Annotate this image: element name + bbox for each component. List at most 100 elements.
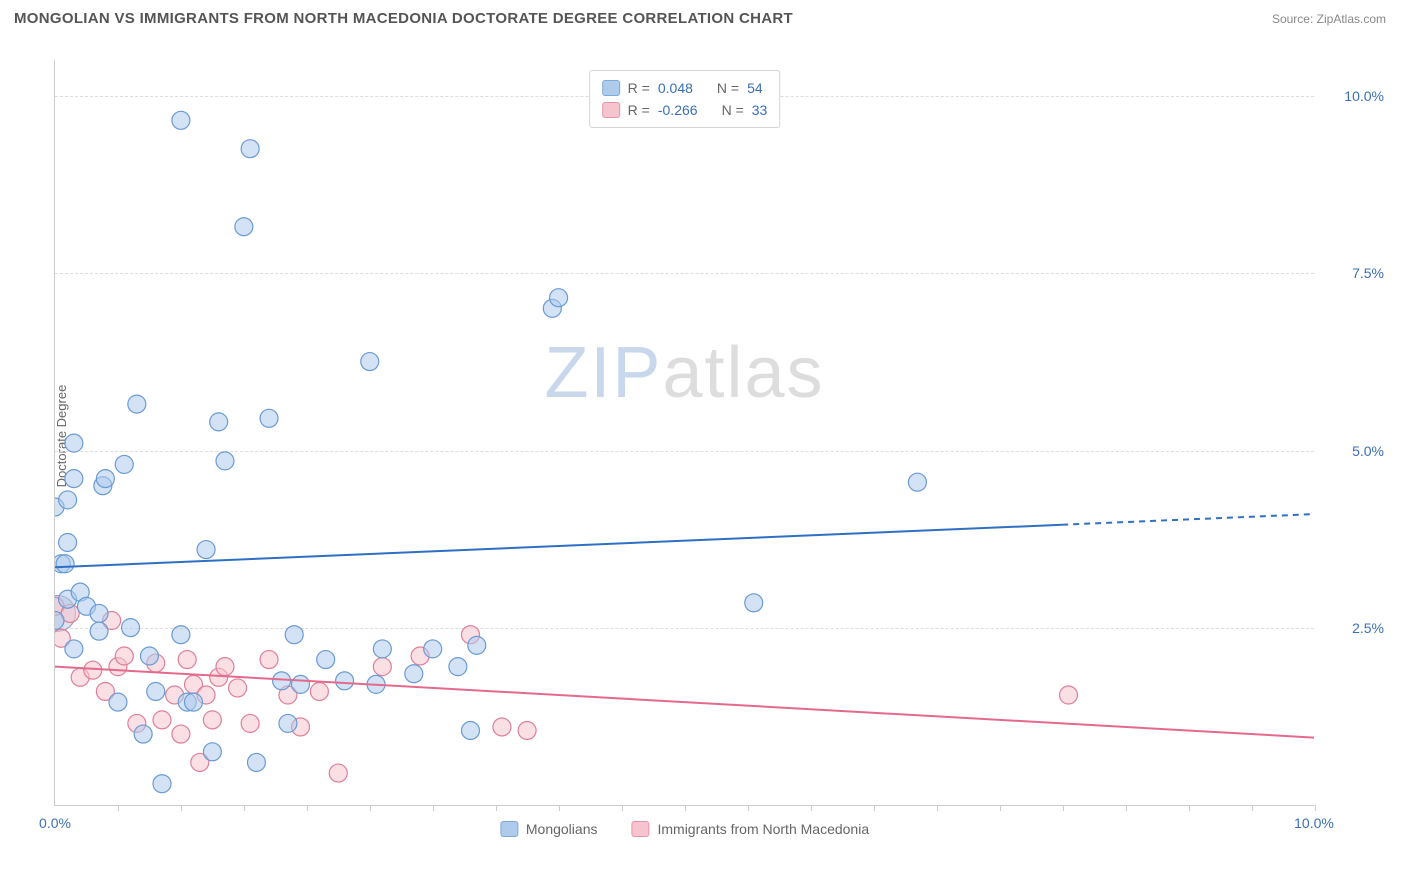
y-tick-label: 5.0% [1324,443,1384,459]
x-tick-mark [622,805,623,811]
chart-area: Doctorate Degree ZIPatlas R = 0.048 N = … [14,46,1392,826]
n-label: N = [722,99,744,121]
scatter-point [468,636,486,654]
scatter-point [241,714,259,732]
scatter-point [329,764,347,782]
scatter-point [216,452,234,470]
x-tick-mark [685,805,686,811]
scatter-point [128,395,146,413]
scatter-point [90,622,108,640]
chart-header: MONGOLIAN VS IMMIGRANTS FROM NORTH MACED… [0,0,1406,37]
scatter-point [56,555,74,573]
scatter-point [317,651,335,669]
chart-source: Source: ZipAtlas.com [1272,12,1386,26]
x-tick-mark [1063,805,1064,811]
scatter-point [153,711,171,729]
plot-region: ZIPatlas R = 0.048 N = 54 R = -0.266 N =… [54,60,1314,806]
r-value: -0.266 [658,99,698,121]
x-tick-mark [433,805,434,811]
x-tick-mark [118,805,119,811]
scatter-point [273,672,291,690]
scatter-point [449,658,467,676]
n-label: N = [717,77,739,99]
scatter-point [745,594,763,612]
scatter-point [172,111,190,129]
x-tick-mark [1189,805,1190,811]
x-tick-mark [874,805,875,811]
scatter-point [134,725,152,743]
scatter-point [518,722,536,740]
scatter-point [84,661,102,679]
y-tick-label: 2.5% [1324,620,1384,636]
scatter-point [96,470,114,488]
x-axis-min-label: 0.0% [39,815,71,831]
scatter-point [184,693,202,711]
r-value: 0.048 [658,77,693,99]
scatter-point [109,693,127,711]
scatter-point [361,353,379,371]
scatter-point [65,640,83,658]
scatter-point [461,722,479,740]
scatter-point [260,651,278,669]
series-label: Mongolians [526,821,598,837]
scatter-point [373,640,391,658]
correlation-legend: R = 0.048 N = 54 R = -0.266 N = 33 [589,70,781,128]
x-tick-mark [937,805,938,811]
scatter-point [172,725,190,743]
y-tick-label: 7.5% [1324,265,1384,281]
correlation-legend-row: R = -0.266 N = 33 [602,99,768,121]
correlation-legend-row: R = 0.048 N = 54 [602,77,768,99]
r-label: R = [628,77,650,99]
x-tick-mark [1315,805,1316,811]
x-tick-mark [307,805,308,811]
scatter-point [908,473,926,491]
chart-title: MONGOLIAN VS IMMIGRANTS FROM NORTH MACED… [14,10,793,27]
x-tick-mark [370,805,371,811]
x-tick-mark [748,805,749,811]
scatter-point [260,409,278,427]
scatter-point [115,647,133,665]
x-tick-mark [559,805,560,811]
scatter-point [115,455,133,473]
r-label: R = [628,99,650,121]
x-tick-mark [1000,805,1001,811]
x-tick-mark [811,805,812,811]
scatter-point [247,753,265,771]
scatter-point [279,714,297,732]
scatter-point [550,289,568,307]
y-tick-label: 10.0% [1324,88,1384,104]
scatter-point [203,743,221,761]
scatter-point [336,672,354,690]
x-tick-mark [496,805,497,811]
n-value: 33 [752,99,768,121]
swatch-blue-icon [500,821,518,837]
x-tick-mark [1252,805,1253,811]
scatter-point [292,675,310,693]
scatter-point [235,218,253,236]
scatter-point [373,658,391,676]
swatch-pink-icon [602,102,620,118]
scatter-point [241,140,259,158]
series-legend-item: Mongolians [500,821,598,837]
scatter-point [197,541,215,559]
scatter-point [59,491,77,509]
scatter-point [285,626,303,644]
scatter-point [210,413,228,431]
scatter-point [493,718,511,736]
series-legend: Mongolians Immigrants from North Macedon… [500,821,869,837]
scatter-point [140,647,158,665]
n-value: 54 [747,77,763,99]
scatter-point [178,651,196,669]
x-axis-max-label: 10.0% [1294,815,1334,831]
scatter-point [203,711,221,729]
scatter-point [153,775,171,793]
swatch-pink-icon [631,821,649,837]
scatter-point [65,434,83,452]
plot-svg [55,60,1314,805]
scatter-point [229,679,247,697]
swatch-blue-icon [602,80,620,96]
scatter-point [172,626,190,644]
scatter-point [405,665,423,683]
x-tick-mark [181,805,182,811]
scatter-point [65,470,83,488]
